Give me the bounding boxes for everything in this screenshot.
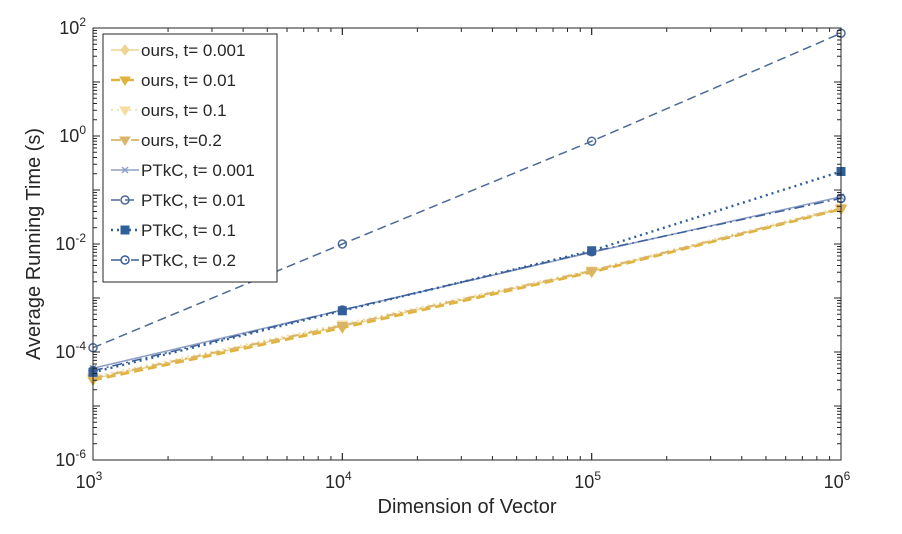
series-line [92, 207, 842, 379]
y-tick-label: 100 [59, 123, 86, 146]
legend-label: ours, t= 0.01 [141, 71, 236, 90]
legend-entry: PTkC, t= 0.2 [111, 251, 236, 270]
legend-marker [120, 225, 130, 235]
series-line [92, 207, 842, 382]
series-line [92, 32, 842, 349]
legend-label: PTkC, t= 0.2 [141, 251, 236, 270]
legend-label: ours, t=0.2 [141, 131, 222, 150]
series-line [92, 197, 842, 372]
x-tick-label: 103 [76, 469, 103, 492]
y-axis-title: Average Running Time (s) [23, 128, 45, 360]
y-tick-label: 10-4 [55, 339, 86, 362]
series-layer [87, 28, 847, 387]
legend-entry: PTkC, t= 0.001 [111, 161, 255, 180]
x-tick-label: 104 [325, 469, 352, 492]
y-tick-label: 10-2 [55, 231, 86, 254]
legend-box [102, 33, 278, 283]
ticks-layer [92, 27, 842, 461]
x-axis-title: Dimension of Vector [378, 496, 557, 518]
series-line [92, 206, 842, 378]
legend-label: PTkC, t= 0.1 [141, 221, 236, 240]
legend-marker [119, 76, 131, 86]
data-point [586, 136, 597, 146]
legend-label: ours, t= 0.001 [141, 41, 245, 60]
legend-marker [120, 44, 130, 56]
legend-marker [119, 136, 131, 146]
y-tick-label: 102 [59, 15, 86, 38]
legend-label: PTkC, t= 0.01 [141, 191, 245, 210]
legend-marker [120, 195, 130, 205]
legend-entry: PTkC, t= 0.01 [111, 191, 245, 210]
legend: ours, t= 0.001 ours, t= 0.01 ours, t= 0.1 o… [102, 33, 278, 283]
y-tick-label: 10-6 [55, 447, 86, 470]
legend-entry: ours, t= 0.01 [111, 71, 236, 90]
legend-marker [119, 106, 131, 116]
data-point [337, 239, 348, 249]
data-point [336, 321, 349, 332]
legend-entry: ours, t= 0.001 [111, 41, 245, 60]
data-point [337, 305, 348, 315]
data-point [586, 246, 597, 257]
legend-entry: ours, t= 0.1 [111, 101, 227, 120]
legend-marker [121, 166, 129, 174]
x-tick-label: 106 [824, 469, 851, 492]
tick-labels-layer: 103 104 105 106 10-6 10-4 10-2 100 102 [55, 15, 850, 492]
legend-label: PTkC, t= 0.001 [141, 161, 255, 180]
legend-entry: PTkC, t= 0.1 [111, 221, 236, 240]
legend-marker [120, 255, 130, 265]
x-tick-label: 105 [574, 469, 601, 492]
legend-label: ours, t= 0.1 [141, 101, 227, 120]
plot-frame [92, 27, 842, 461]
data-point [585, 267, 598, 277]
legend-entry: ours, t=0.2 [111, 131, 222, 150]
